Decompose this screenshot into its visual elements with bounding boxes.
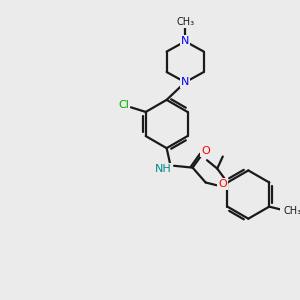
Text: O: O bbox=[218, 179, 227, 189]
Text: Cl: Cl bbox=[118, 100, 129, 110]
Text: CH₃: CH₃ bbox=[284, 206, 300, 216]
Text: N: N bbox=[181, 77, 189, 87]
Text: N: N bbox=[181, 36, 189, 46]
Text: O: O bbox=[201, 146, 210, 156]
Text: NH: NH bbox=[154, 164, 171, 174]
Text: CH₃: CH₃ bbox=[176, 17, 194, 27]
